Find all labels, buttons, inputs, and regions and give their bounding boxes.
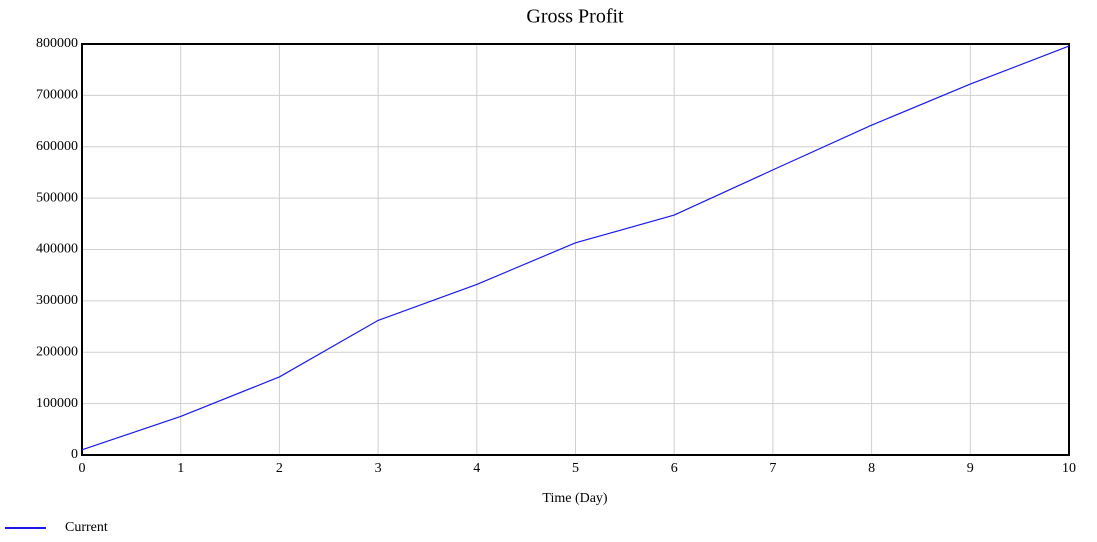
y-tick-label: 400000 bbox=[36, 242, 78, 257]
y-tick-label: 600000 bbox=[36, 139, 78, 154]
y-tick-label: 0 bbox=[71, 447, 78, 462]
x-tick-label: 0 bbox=[79, 461, 86, 476]
y-tick-label: 800000 bbox=[36, 36, 78, 51]
x-tick-label: 4 bbox=[473, 461, 480, 476]
y-tick-label: 700000 bbox=[36, 88, 78, 103]
x-tick-label: 7 bbox=[769, 461, 776, 476]
x-tick-label: 3 bbox=[375, 461, 382, 476]
x-tick-label: 5 bbox=[572, 461, 579, 476]
legend-label: Current bbox=[65, 520, 108, 535]
x-tick-label: 10 bbox=[1062, 461, 1076, 476]
y-tick-label: 300000 bbox=[36, 293, 78, 308]
y-tick-label: 500000 bbox=[36, 190, 78, 205]
x-tick-label: 2 bbox=[276, 461, 283, 476]
plot-border bbox=[81, 43, 1070, 456]
x-tick-label: 8 bbox=[868, 461, 875, 476]
x-tick-label: 1 bbox=[177, 461, 184, 476]
x-tick-label: 9 bbox=[967, 461, 974, 476]
series-line bbox=[81, 45, 1070, 451]
y-tick-label: 200000 bbox=[36, 344, 78, 359]
x-tick-label: 6 bbox=[671, 461, 678, 476]
chart-title: Gross Profit bbox=[526, 6, 624, 28]
x-axis-label: Time (Day) bbox=[542, 491, 608, 506]
y-tick-label: 100000 bbox=[36, 396, 78, 411]
